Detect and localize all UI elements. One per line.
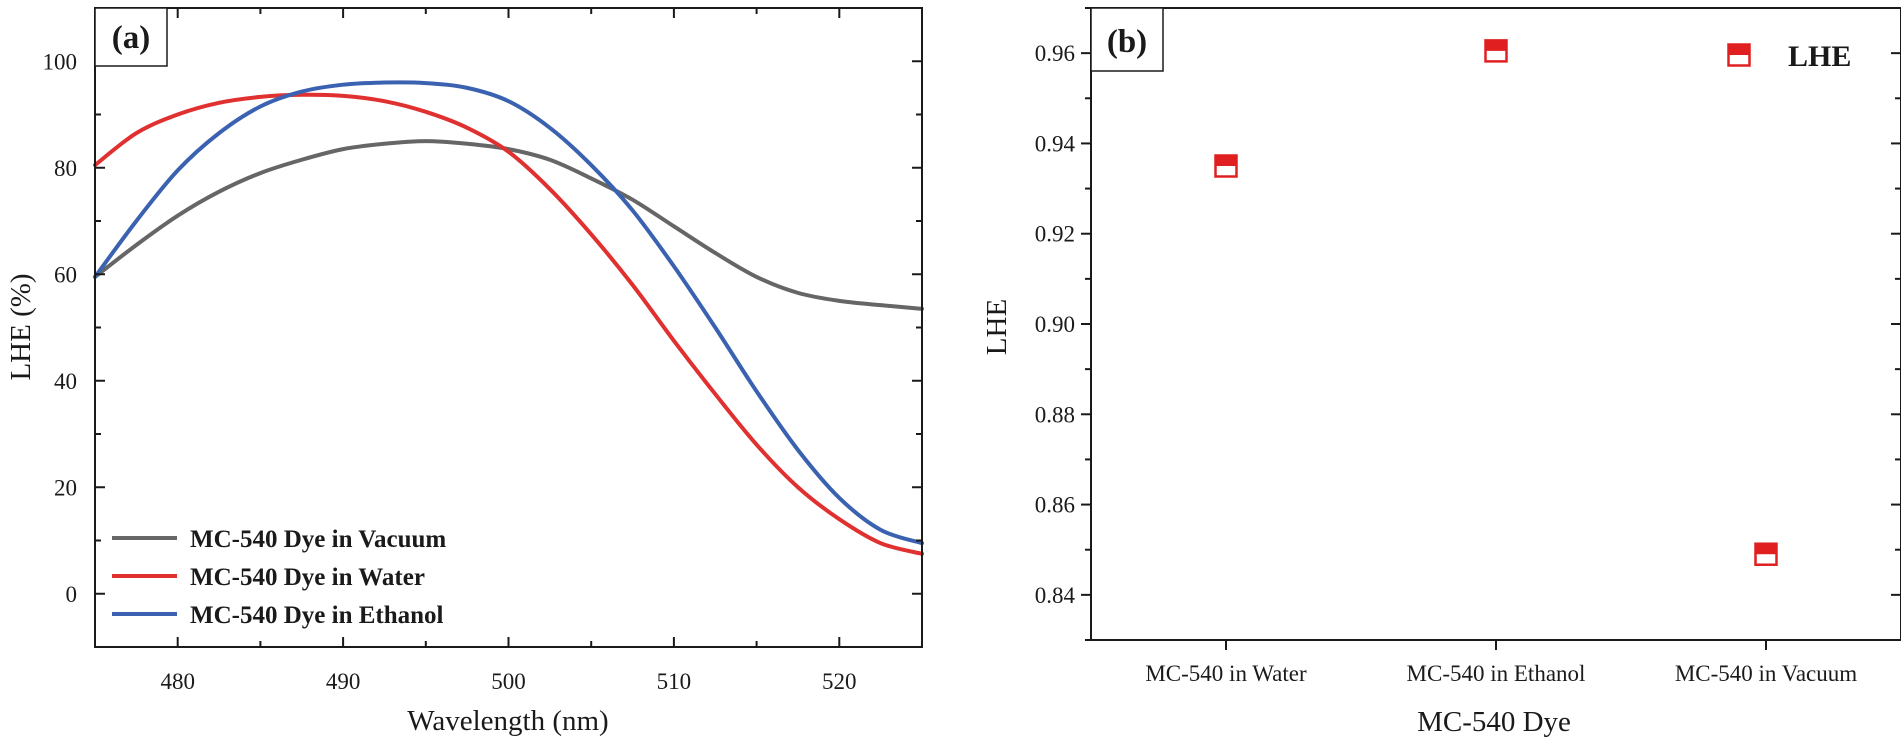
panel-b-tag: (b)	[1090, 7, 1164, 72]
panel-b-y-ticks: 0.84 0.86 0.88 0.90 0.92 0.94 0.96	[1035, 7, 1901, 641]
series-line-1	[93, 139, 924, 311]
y-tick-label: 20	[54, 475, 77, 500]
y-tick-label: 0.86	[1035, 493, 1075, 518]
y-tick-label: 80	[54, 156, 77, 181]
panel-b-scatter-chart: MC-540 in Water MC-540 in Ethanol MC-540 i…	[981, 7, 1901, 738]
panel-b-legend: LHE	[1727, 40, 1851, 73]
y-tick-label: 0.92	[1035, 222, 1075, 247]
legend-label: MC-540 Dye in Vacuum	[190, 526, 446, 553]
category-label: MC-540 in Vacuum	[1675, 661, 1857, 686]
data-point	[1484, 39, 1508, 63]
y-tick-label: 0.88	[1035, 402, 1075, 427]
legend-label: MC-540 Dye in Ethanol	[190, 602, 444, 629]
legend-label: LHE	[1788, 40, 1851, 73]
series-line-3	[93, 80, 924, 546]
panel-b-frame	[1090, 7, 1901, 641]
category-label: MC-540 in Water	[1145, 661, 1307, 686]
panel-b-x-axis-title: MC-540 Dye	[1417, 706, 1571, 738]
y-tick-label: 0.94	[1035, 131, 1076, 156]
panel-a-line-chart: 480 490 500 510 520 0 20 40 60 80 100 (a) MC-540 …	[5, 7, 924, 737]
panel-a-label: (a)	[112, 20, 150, 56]
x-tick-label: 490	[326, 669, 361, 694]
panel-a-y-ticks: 0 20 40 60 80 100	[43, 7, 922, 648]
panel-b-label: (b)	[1107, 24, 1147, 60]
x-tick-label: 510	[657, 669, 692, 694]
y-tick-label: 0	[66, 582, 78, 607]
y-tick-label: 0.90	[1035, 312, 1075, 337]
panel-b-points	[1214, 39, 1778, 566]
legend-label: MC-540 Dye in Water	[190, 564, 425, 591]
y-tick-label: 0.84	[1035, 583, 1076, 608]
y-tick-label: 100	[43, 49, 78, 74]
x-tick-label: 500	[491, 669, 526, 694]
panel-a-y-axis-title: LHE (%)	[5, 273, 37, 380]
y-tick-label: 0.96	[1035, 41, 1075, 66]
panel-b-y-axis-title: LHE	[981, 299, 1013, 355]
series-line-2	[93, 92, 924, 556]
panel-a-tag: (a)	[94, 7, 168, 67]
panel-a-series	[93, 80, 924, 556]
panel-a-x-axis-title: Wavelength (nm)	[407, 705, 608, 737]
legend-marker	[1727, 43, 1751, 67]
data-point	[1214, 154, 1238, 178]
y-tick-label: 60	[54, 262, 77, 287]
category-label: MC-540 in Ethanol	[1407, 661, 1586, 686]
panel-b-x-ticks: MC-540 in Water MC-540 in Ethanol MC-540 i…	[1145, 640, 1857, 686]
data-point	[1754, 542, 1778, 566]
x-tick-label: 520	[822, 669, 857, 694]
y-tick-label: 40	[54, 369, 77, 394]
panel-a-legend: MC-540 Dye in Vacuum MC-540 Dye in Water M…	[112, 526, 446, 629]
x-tick-label: 480	[160, 669, 195, 694]
panel-a-x-ticks: 480 490 500 510 520	[94, 8, 923, 694]
